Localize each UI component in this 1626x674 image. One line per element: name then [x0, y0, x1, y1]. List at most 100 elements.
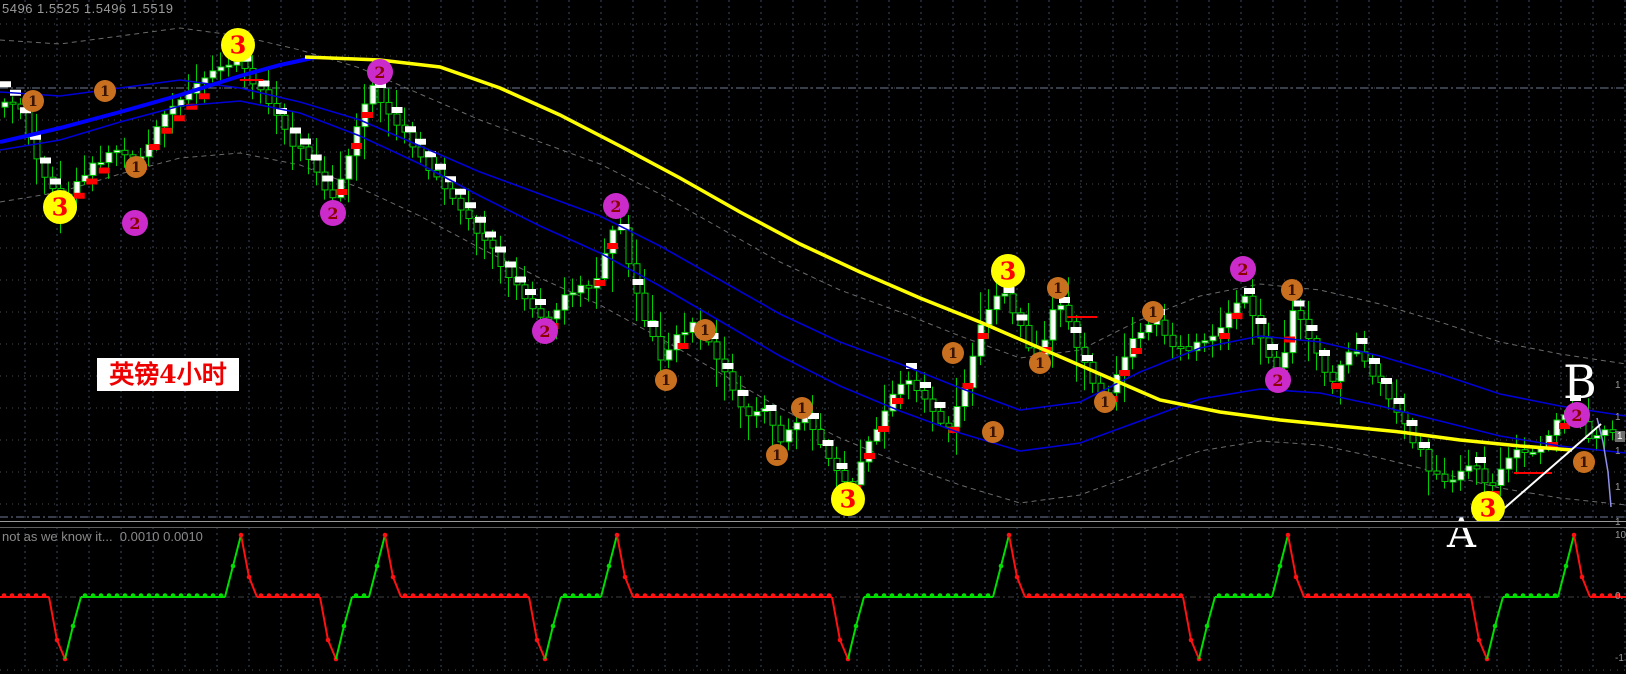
marker-1-circle: [942, 342, 964, 364]
osc-dot: [889, 593, 895, 598]
stop-block-white: [405, 126, 416, 133]
candle-body: [945, 422, 953, 428]
marker-2[interactable]: 2: [603, 193, 629, 219]
marker-2-circle: [1564, 402, 1590, 428]
osc-dot: [82, 593, 88, 598]
osc-dot: [170, 593, 176, 598]
osc-dot: [514, 593, 520, 598]
marker-1[interactable]: 1: [655, 369, 677, 391]
stop-block-red: [677, 343, 689, 349]
osc-dot: [762, 593, 768, 598]
osc-dot: [1449, 593, 1455, 598]
candle-body: [577, 284, 585, 294]
pane-separator[interactable]: [0, 521, 1626, 528]
osc-dot: [1146, 593, 1152, 598]
stop-block-white: [1059, 297, 1070, 303]
osc-dot: [202, 593, 208, 598]
stop-block-white: [618, 224, 630, 230]
stop-block-white: [535, 299, 546, 305]
ab-trendline[interactable]: [1499, 423, 1602, 513]
candle-body: [1137, 331, 1145, 340]
drawn-objects-layer: [240, 79, 1612, 513]
candle-body: [241, 60, 249, 69]
marker-1-circle: [125, 156, 147, 178]
marker-2[interactable]: 2: [122, 210, 148, 236]
osc-dot: [258, 593, 264, 598]
chart-title-box[interactable]: 英镑4小时: [97, 358, 239, 391]
stop-block-red: [878, 426, 889, 432]
marker-1[interactable]: 1: [942, 342, 964, 364]
marker-3-circle: [831, 482, 865, 516]
marker-1[interactable]: 1: [125, 156, 147, 178]
marker-2[interactable]: 2: [320, 200, 346, 226]
marker-2-circle: [122, 210, 148, 236]
stop-block-white: [647, 321, 659, 327]
marker-1[interactable]: 1: [1573, 451, 1595, 473]
candle-body: [1025, 324, 1033, 349]
osc-dot: [290, 593, 296, 598]
marker-3[interactable]: 3: [43, 190, 77, 224]
candle-body: [1337, 364, 1345, 382]
marker-2[interactable]: 2: [367, 59, 393, 85]
osc-dot: [434, 593, 440, 598]
marker-3[interactable]: 3: [221, 28, 255, 62]
marker-1[interactable]: 1: [694, 319, 716, 341]
stop-block-white: [1381, 378, 1392, 384]
outer-band-upper: [0, 27, 1626, 365]
candle-body: [1313, 338, 1321, 354]
candle-body: [345, 155, 353, 180]
marker-2[interactable]: 2: [532, 318, 558, 344]
osc-dot: [1130, 593, 1136, 598]
candle-body: [633, 263, 641, 294]
marker-3[interactable]: 3: [991, 254, 1025, 288]
candle-body: [113, 149, 121, 154]
stop-block-white: [1319, 350, 1330, 356]
osc-spike: [319, 596, 337, 660]
osc-dot: [154, 593, 160, 598]
marker-1[interactable]: 1: [766, 444, 788, 466]
stop-block-white: [632, 279, 644, 285]
marker-1[interactable]: 1: [22, 90, 44, 112]
osc-dot: [1026, 593, 1032, 598]
stop-block-white: [375, 82, 386, 88]
candle-body: [457, 197, 465, 211]
stop-block-white: [822, 440, 834, 446]
osc-dot: [881, 593, 887, 598]
candle-body: [121, 149, 129, 156]
marker-2[interactable]: 2: [1564, 402, 1590, 428]
osc-dot: [698, 593, 704, 598]
marker-3[interactable]: 3: [1471, 491, 1505, 525]
osc-dot: [865, 593, 871, 598]
candle-body: [1505, 457, 1513, 470]
osc-dot: [873, 593, 879, 598]
osc-dot: [1599, 593, 1605, 598]
stop-block-red: [161, 127, 173, 134]
marker-1[interactable]: 1: [1142, 301, 1164, 323]
osc-dot: [1369, 593, 1375, 598]
marker-1[interactable]: 1: [791, 397, 813, 419]
osc-dot: [41, 593, 47, 598]
candle-body: [169, 105, 177, 115]
marker-3[interactable]: 3: [831, 482, 865, 516]
stop-block-white: [455, 188, 466, 195]
candle-body: [937, 410, 945, 424]
candle-body: [561, 294, 569, 311]
marker-1[interactable]: 1: [1029, 352, 1051, 374]
outer-band-lower: [0, 152, 1626, 506]
marker-1[interactable]: 1: [1047, 277, 1069, 299]
marker-1[interactable]: 1: [1281, 279, 1303, 301]
candle-body: [161, 113, 169, 128]
osc-dot: [314, 593, 320, 598]
osc-dot: [1615, 593, 1621, 598]
marker-2[interactable]: 2: [1265, 367, 1291, 393]
marker-2[interactable]: 2: [1230, 256, 1256, 282]
axis-price-label: 1: [1615, 517, 1621, 528]
candle-body: [1433, 470, 1441, 475]
marker-1[interactable]: 1: [1094, 391, 1116, 413]
candle-body: [1129, 338, 1137, 358]
marker-1[interactable]: 1: [982, 421, 1004, 443]
osc-dot: [1204, 623, 1210, 629]
osc-dot: [1305, 593, 1311, 598]
marker-1[interactable]: 1: [94, 80, 116, 102]
